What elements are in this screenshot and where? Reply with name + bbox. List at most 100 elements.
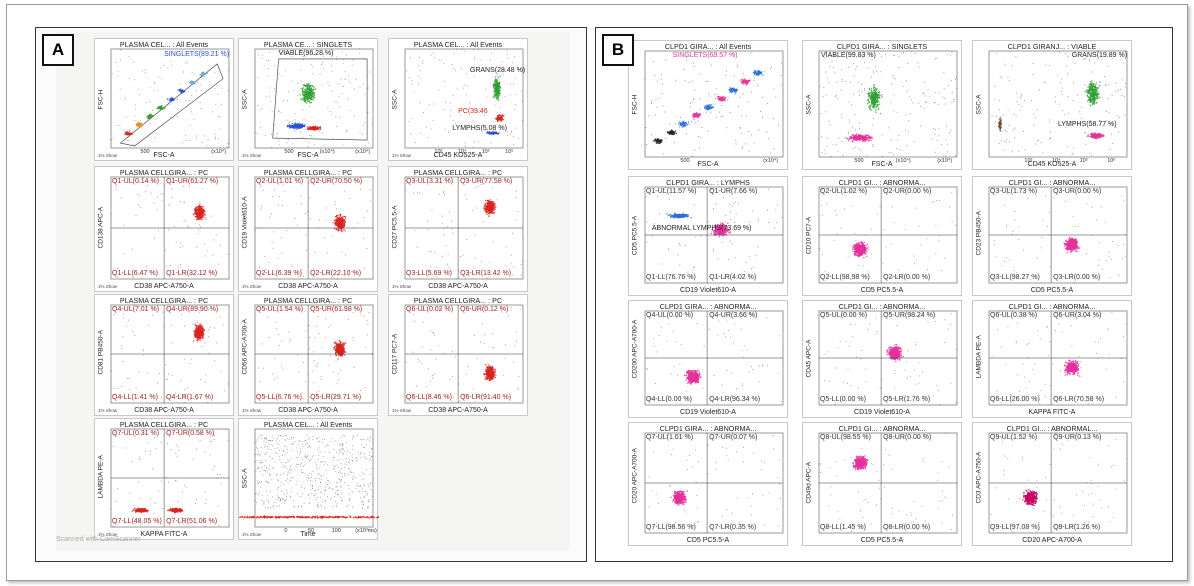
plot-title: PLASMA CE... : SINGLETS [263, 40, 353, 49]
panel-label-b: B [602, 34, 634, 66]
quadrant-ur-label: Q5-UR(61.98 %) [310, 306, 363, 313]
plot-title: PLASMA CEL... : All Events [119, 40, 209, 49]
tick-label: 100 [331, 528, 341, 534]
flow-plot: PLASMA CELLGIRA... : PC CD38 APC-A750-A CD… [94, 294, 234, 416]
plot-title: PLASMA CEL... : All Events [263, 420, 353, 429]
x-axis-label: CD19 Violet610-A [680, 287, 736, 294]
quadrant-ur-label: Q8-UR(0.00 %) [883, 434, 932, 441]
quadrant-ul-label: Q8-UL(98.55 %) [820, 434, 871, 441]
gate-label-abnormal: ABNORMAL LYMPHS(73.69 %) [651, 225, 752, 233]
quadrant-ur-label: Q9-UR(0.13 %) [1053, 434, 1102, 441]
tick-label: 10⁵ [1079, 158, 1088, 164]
quadrant-ur-label: Q2-UR(0.00 %) [883, 188, 932, 195]
quadrant-ur-label: Q4-UR(89.90 %) [166, 306, 219, 313]
tick-label: (x10⁴) [895, 158, 911, 164]
show-percent-label: 1% Show [242, 408, 262, 413]
plot-title: CLPD1 GIRA... : LYMPHS [666, 178, 750, 187]
panel-b: B CLPD1 GIRA... : All Events FSC-A FSC-H SI… [595, 27, 1173, 562]
figure-frame: A PLASMA CEL... : All Events FSC-A FSC-H 1%… [6, 4, 1188, 581]
flow-plot: PLASMA CELLGIRA... : PC CD38 APC-A750-A CD… [94, 166, 234, 292]
gate-label: VIABLE(99.83 %) [821, 52, 876, 59]
flow-plot: PLASMA CELLGIRA... : PC CD38 APC-A750-A CD… [388, 166, 528, 292]
gate-label: VIABLE(96.28 %) [278, 50, 334, 57]
flow-plot: PLASMA CEL... : All Events FSC-A FSC-H 1% S… [94, 38, 234, 161]
quadrant-ur-label: Q3-UR(0.00 %) [1053, 188, 1102, 195]
x-axis-label: CD19 Violet610-A [680, 409, 736, 416]
flow-plot: CLPD1 GI... : ABNORMA... CD5 PC5.5-A CD49d… [802, 422, 962, 546]
quadrant-ul-label: Q3-UL(3.31 %) [406, 178, 454, 185]
quadrant-ul-label: Q2-UL(1.01 %) [256, 178, 304, 185]
flow-plot: CLPD1 GI... : ABNORMA... CD5 PC5.5-A CD10 … [802, 176, 962, 296]
tick-label: 50 [308, 528, 315, 534]
tick-label: 500 [680, 158, 690, 164]
plot-area [644, 186, 784, 284]
gate-label-lymphs: LYMPHS(5.08 %) [452, 125, 507, 133]
quadrant-ll-label: Q6-LL(8.46 %) [406, 394, 452, 401]
x-axis-label: FSC-A [871, 161, 893, 168]
quadrant-lr-label: Q7-LR(0.35 %) [709, 524, 757, 531]
quadrant-ll-label: Q6-LL(26.00 %) [990, 396, 1040, 403]
flow-plot: CLPD1 GI... : ABNORMAL... CD20 APC-A700-A… [972, 422, 1132, 546]
x-axis-label: CD38 APC-A750-A [428, 407, 488, 414]
camscanner-watermark: Scanned with CamScanner [56, 536, 141, 543]
quadrant-ul-label: Q4-UL(7.01 %) [112, 306, 160, 313]
plot-area [404, 176, 524, 280]
quadrant-ul-label: Q7-UL(1.01 %) [646, 434, 694, 441]
plot-title: PLASMA CELLGIRA... : PC [413, 168, 503, 177]
plot-title: PLASMA CELLGIRA... : PC [119, 420, 209, 429]
plot-area [254, 176, 374, 280]
quadrant-lr-label: Q3-LR(0.00 %) [1053, 274, 1101, 281]
quadrant-ll-label: Q3-LL(98.27 %) [990, 274, 1040, 281]
tick-label: (x10⁴) [355, 149, 371, 155]
x-axis-label: FSC-A [297, 152, 319, 159]
quadrant-ul-label: Q2-UL(1.02 %) [820, 188, 868, 195]
gate-label: SINGLETS(89.21 %) [164, 51, 230, 58]
flow-plot: CLPD1 GI... : ABNORMA... CD5 PC5.5-A CD23 … [972, 176, 1132, 296]
tick-label: 500 [284, 149, 294, 155]
plot-area [818, 310, 958, 406]
quadrant-lr-label: Q8-LR(0.00 %) [883, 524, 931, 531]
quadrant-ur-label: Q5-UR(98.24 %) [883, 312, 936, 319]
quadrant-ll-label: Q5-LL(6.76 %) [256, 394, 302, 401]
flow-plot: CLPD1 GIRA... : All Events FSC-A FSC-H SING… [628, 40, 788, 170]
quadrant-lr-label: Q5-LR(29.71 %) [310, 394, 362, 401]
plot-title: CLPD1 GIRA... : All Events [664, 42, 752, 51]
plot-title: PLASMA CELLGIRA... : PC [263, 168, 353, 177]
flow-plot: PLASMA CELLGIRA... : PC CD38 APC-A750-A CD… [238, 294, 378, 416]
quadrant-lr-label: Q1-LR(32.12 %) [166, 270, 218, 277]
x-axis-label: CD5 PC5.5-A [860, 287, 904, 294]
show-percent-label: 1% Show [392, 284, 412, 289]
quadrant-lr-label: Q1-LR(4.02 %) [709, 274, 757, 281]
tick-label: 10⁴ [458, 149, 467, 155]
gate-label-grans: GRANS(28.48 %) [469, 66, 526, 74]
x-axis-label: CD38 APC-A750-A [278, 407, 338, 414]
show-percent-label: 1% Show [392, 408, 412, 413]
plot-area [818, 186, 958, 284]
plot-title: PLASMA CELLGIRA... : PC [119, 296, 209, 305]
tick-label: 500 [854, 158, 864, 164]
quadrant-lr-label: Q2-LR(0.00 %) [883, 274, 931, 281]
plot-area [988, 186, 1128, 284]
quadrant-lr-label: Q2-LR(22.10 %) [310, 270, 362, 277]
plot-area [239, 428, 379, 528]
plot-area [254, 48, 374, 149]
quadrant-ul-label: Q6-UL(0.02 %) [406, 306, 454, 313]
plot-area [110, 176, 230, 280]
tick-label: 10⁵ [481, 149, 490, 155]
show-percent-label: 1% Show [242, 153, 262, 158]
flow-plot: PLASMA CEL... : All Events CD45 KO525-A SS… [388, 38, 528, 161]
quadrant-ll-label: Q2-LL(6.39 %) [256, 270, 302, 277]
show-percent-label: 1% Show [98, 532, 118, 537]
tick-label: (x10⁴) [937, 158, 953, 164]
quadrant-ur-label: Q4-UR(3.66 %) [709, 312, 758, 319]
plot-area [988, 50, 1128, 158]
tick-label: 10⁶ [505, 149, 514, 155]
plot-area [404, 48, 524, 149]
flow-plot: PLASMA CELLGIRA... : PC CD38 APC-A750-A CD… [388, 294, 528, 416]
plot-area [404, 304, 524, 404]
x-axis-label: CD38 APC-A750-A [428, 283, 488, 290]
plot-title: CLPD1 GI... : ABNORMA... [838, 302, 926, 311]
plot-title: CLPD1 GIRA... : ABNORMA... [659, 424, 757, 433]
plot-title: PLASMA CELLGIRA... : PC [263, 296, 353, 305]
x-axis-label: Time [300, 531, 316, 538]
